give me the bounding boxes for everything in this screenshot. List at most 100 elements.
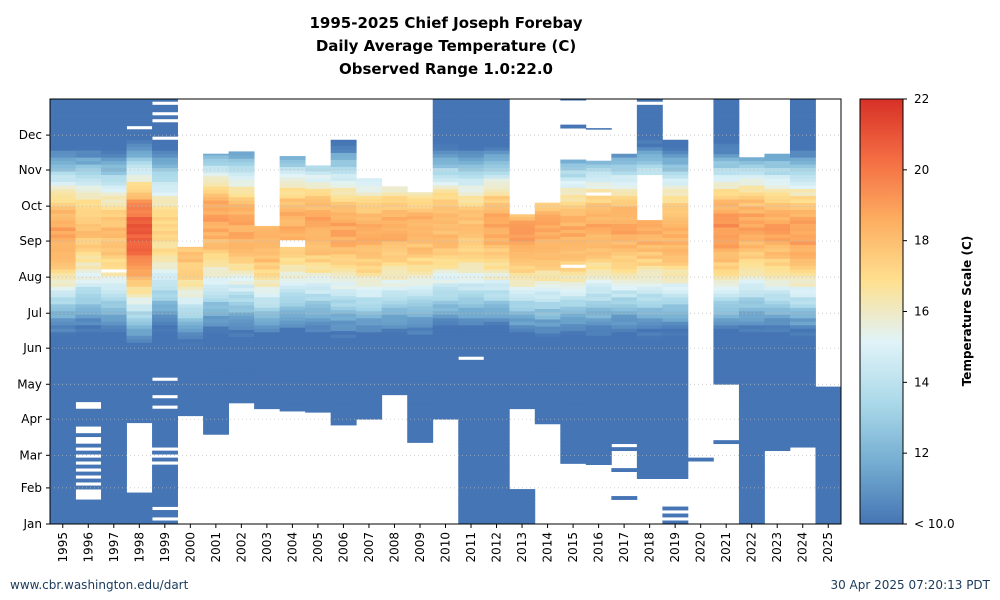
heatmap-cell	[560, 439, 587, 443]
heatmap-cell	[509, 377, 536, 382]
heatmap-cell	[330, 288, 357, 293]
heatmap-cell	[458, 181, 485, 186]
heatmap-cell	[228, 217, 255, 222]
heatmap-cell	[203, 245, 230, 250]
heatmap-cell	[764, 433, 791, 438]
x-tick-label-2007: 2007	[362, 532, 376, 563]
heatmap-cell	[534, 249, 561, 254]
heatmap-cell	[560, 99, 587, 101]
heatmap-cell	[126, 499, 153, 504]
heatmap-cell	[432, 223, 459, 228]
heatmap-cell	[407, 418, 434, 422]
heatmap-cell	[509, 517, 536, 521]
heatmap-cell	[738, 506, 765, 511]
heatmap-cell	[611, 220, 638, 224]
heatmap-cell	[228, 301, 255, 306]
heatmap-cell	[611, 167, 638, 172]
heatmap-cell	[203, 430, 230, 435]
heatmap-cell	[662, 251, 689, 256]
heatmap-cell	[75, 251, 102, 256]
heatmap-cell	[254, 401, 281, 406]
heatmap-cell	[101, 328, 127, 333]
heatmap-cell	[738, 482, 765, 486]
heatmap-cell	[279, 211, 306, 216]
heatmap-cell	[330, 170, 357, 174]
heatmap-cell	[75, 269, 102, 273]
heatmap-cell	[254, 384, 281, 389]
heatmap-cell	[152, 99, 178, 102]
heatmap-cell	[152, 188, 178, 193]
heatmap-cell	[50, 132, 76, 137]
x-tick-label-2019: 2019	[668, 532, 682, 563]
heatmap-cell	[126, 510, 153, 514]
heatmap-cell	[330, 379, 357, 384]
heatmap-cell	[254, 275, 281, 280]
heatmap-cell	[738, 356, 765, 361]
heatmap-cell	[126, 275, 153, 280]
heatmap-cell	[585, 366, 612, 371]
heatmap-cell	[789, 248, 816, 252]
heatmap-cell	[611, 269, 638, 273]
heatmap-cell	[738, 433, 765, 438]
heatmap-cell	[356, 234, 383, 238]
heatmap-cell	[432, 143, 459, 148]
heatmap-cell	[152, 192, 178, 197]
heatmap-cell	[101, 352, 127, 357]
heatmap-cell	[228, 395, 255, 400]
heatmap-cell	[254, 331, 281, 336]
heatmap-cell	[738, 349, 765, 354]
heatmap-cell	[50, 244, 76, 249]
heatmap-cell	[738, 513, 765, 518]
heatmap-cell	[738, 244, 765, 249]
heatmap-cell	[50, 447, 76, 452]
heatmap-cell	[585, 303, 612, 308]
heatmap-cell	[662, 237, 689, 242]
footer-url[interactable]: www.cbr.washington.edu/dart	[10, 578, 189, 592]
heatmap-cell	[254, 349, 281, 354]
heatmap-cell	[509, 314, 536, 319]
heatmap-cell	[305, 310, 332, 315]
heatmap-cell	[662, 440, 689, 445]
heatmap-cell	[534, 263, 561, 268]
heatmap-cell	[228, 270, 255, 275]
heatmap-cell	[483, 199, 510, 204]
heatmap-cell	[356, 331, 383, 336]
heatmap-cell	[483, 443, 510, 448]
heatmap-cell	[534, 378, 561, 383]
heatmap-cell	[330, 271, 357, 276]
heatmap-cell	[534, 392, 561, 397]
heatmap-cell	[560, 184, 587, 188]
heatmap-cell	[50, 366, 76, 371]
heatmap-cell	[203, 175, 230, 180]
heatmap-cell	[764, 167, 791, 172]
heatmap-cell	[75, 398, 102, 403]
heatmap-cell	[611, 415, 638, 420]
heatmap-cell	[381, 328, 408, 333]
heatmap-cell	[356, 338, 383, 343]
heatmap-cell	[483, 464, 510, 469]
heatmap-cell	[152, 510, 178, 514]
heatmap-cell	[75, 352, 102, 357]
heatmap-cell	[483, 202, 510, 207]
heatmap-cell	[560, 435, 587, 440]
heatmap-cell	[713, 164, 740, 169]
heatmap-cell	[713, 289, 740, 294]
heatmap-cell	[713, 255, 740, 259]
heatmap-cell	[432, 118, 459, 123]
heatmap-cell	[483, 300, 510, 305]
heatmap-cell	[254, 314, 281, 319]
heatmap-cell	[305, 352, 332, 357]
heatmap-cell	[432, 237, 459, 242]
heatmap-cell	[458, 206, 485, 211]
heatmap-cell	[662, 422, 689, 427]
heatmap-cell	[152, 195, 178, 200]
heatmap-cell	[483, 405, 510, 410]
heatmap-cell	[356, 269, 383, 273]
heatmap-cell	[662, 160, 689, 165]
heatmap-cell	[815, 517, 842, 521]
heatmap-cell	[101, 398, 127, 403]
heatmap-cell	[560, 190, 587, 195]
heatmap-cell	[713, 380, 740, 385]
heatmap-cell	[152, 237, 178, 242]
heatmap-cell	[789, 286, 816, 291]
